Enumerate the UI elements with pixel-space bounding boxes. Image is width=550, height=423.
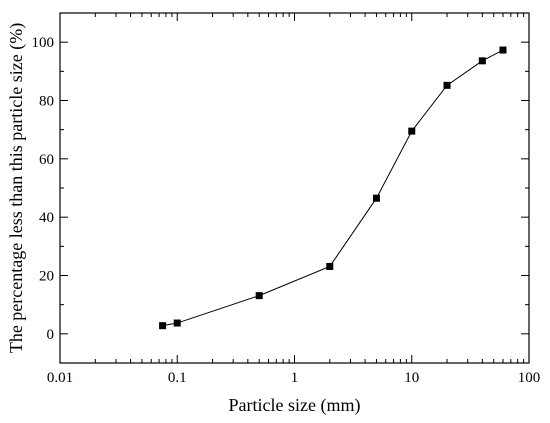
x-tick-label: 10 [404, 370, 419, 386]
y-tick-label: 20 [39, 269, 54, 285]
data-point [478, 57, 486, 65]
tick-labels: 0.01 0.1 1 10 100 0 20 40 60 80 100 [32, 35, 541, 386]
data-point [255, 292, 263, 300]
plot-frame [59, 12, 530, 364]
y-tick-label: 0 [47, 327, 55, 343]
data-point [173, 319, 181, 327]
x-tick-label: 0.01 [47, 370, 73, 386]
series [159, 46, 507, 330]
data-point [499, 46, 507, 54]
data-point [372, 194, 380, 202]
y-tick-label: 60 [39, 152, 54, 168]
axis-ticks [59, 12, 530, 364]
y-tick-label: 100 [32, 35, 55, 51]
x-axis-label: Particle size (mm) [229, 395, 361, 416]
x-tick-label: 1 [291, 370, 299, 386]
data-point [408, 127, 416, 135]
y-tick-label: 80 [39, 94, 54, 110]
series-line [162, 49, 504, 327]
data-point [443, 81, 451, 89]
y-tick-label: 40 [39, 210, 54, 226]
y-axis-label: The percentage less than this particle s… [6, 23, 27, 353]
x-tick-label: 100 [518, 370, 541, 386]
data-point [326, 262, 334, 270]
data-point [159, 322, 167, 330]
x-tick-label: 0.1 [168, 370, 187, 386]
